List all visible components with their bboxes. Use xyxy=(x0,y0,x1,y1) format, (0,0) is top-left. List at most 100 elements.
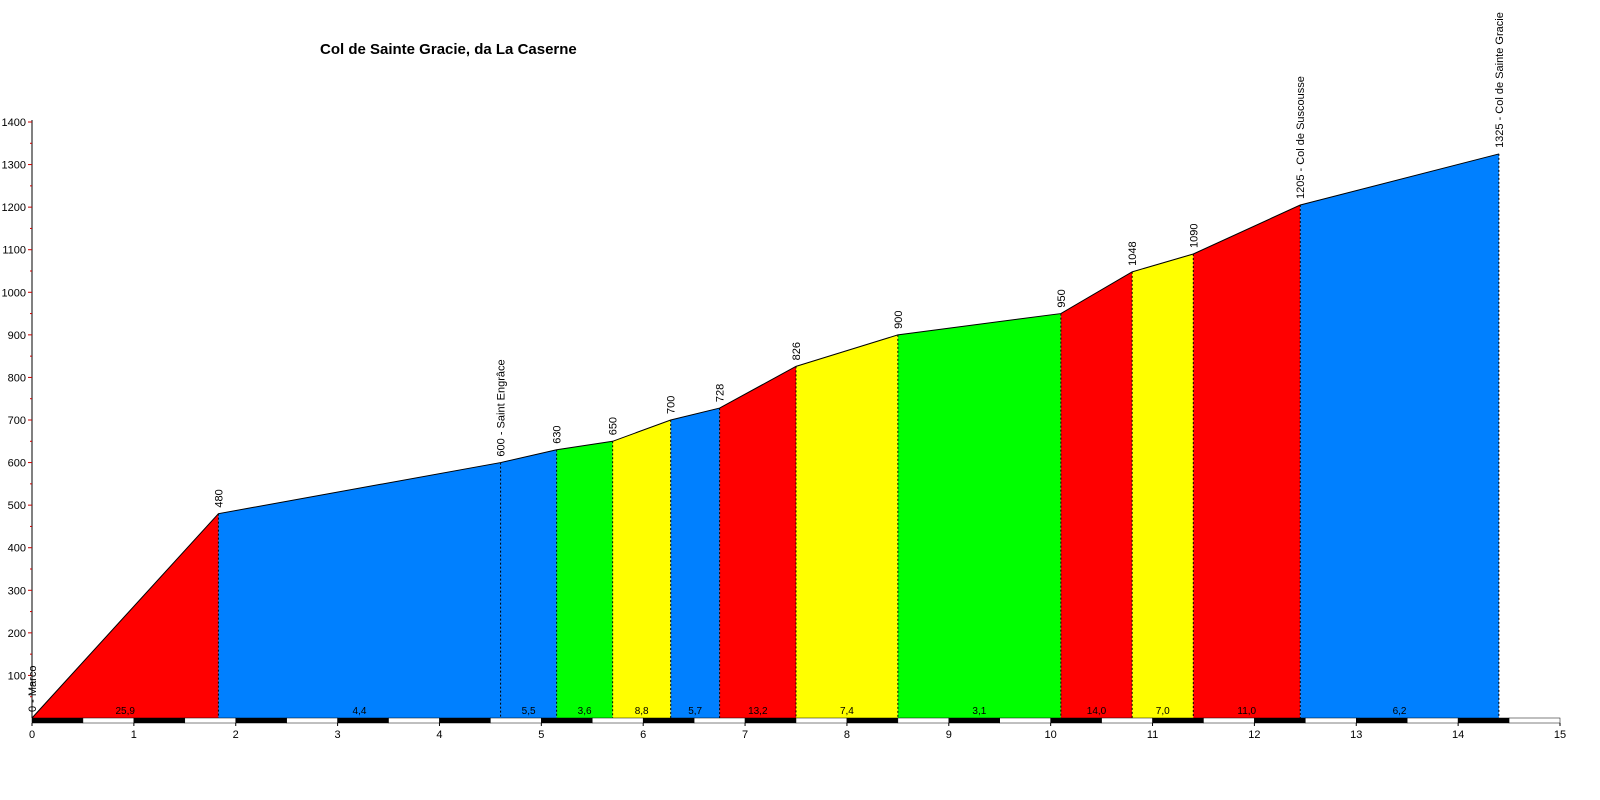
x-tick-label: 5 xyxy=(538,729,544,741)
x-scale-bar-segment xyxy=(1254,717,1306,724)
x-scale-bar-segment xyxy=(795,717,848,724)
x-axis: 0 1 2 3 4 5 6 7 8 9 10 11 12 13 14 15 xyxy=(29,717,1566,741)
segment-grade-label: 8,8 xyxy=(635,706,649,717)
x-scale-bar-segment xyxy=(286,717,338,724)
x-tick-label: 0 xyxy=(29,729,35,741)
profile-segment-9 xyxy=(897,313,1061,718)
x-tick-label: 2 xyxy=(233,729,239,741)
segment-grade-labels: 25,9 4,4 5,5 3,6 8,8 5,7 13,2 7,4 3,1 14,0 7,0 11,0… xyxy=(115,706,1406,717)
segment-grade-label: 11,0 xyxy=(1237,706,1256,717)
x-scale-bar-segment xyxy=(133,717,186,724)
x-scale-bar-segment xyxy=(1050,717,1102,724)
x-scale-bar-segment xyxy=(31,717,84,724)
profile-segment-3 xyxy=(500,449,557,718)
profile-segment-11 xyxy=(1132,253,1194,718)
profile-segment-12 xyxy=(1193,205,1301,718)
point-label: 650 xyxy=(608,417,620,435)
chart-title: Col de Sainte Gracie, da La Caserne xyxy=(320,41,577,58)
y-tick-label: 1000 xyxy=(2,287,26,299)
x-scale-bar-segment xyxy=(999,717,1051,724)
profile-segment-6 xyxy=(670,408,720,718)
point-label: 950 xyxy=(1056,289,1068,307)
profile-outline-layer xyxy=(31,153,1500,719)
x-tick-label: 13 xyxy=(1350,729,1362,741)
point-label: 826 xyxy=(791,342,803,360)
point-label: 900 xyxy=(893,310,905,328)
segment-grade-label: 4,4 xyxy=(353,706,367,717)
x-scale-bar-segment xyxy=(439,717,491,724)
x-scale-bar-segment xyxy=(693,717,746,724)
y-tick-label: 1300 xyxy=(2,160,26,172)
y-tick-label: 500 xyxy=(8,500,26,512)
profile-segment-4 xyxy=(556,441,613,718)
segment-grade-label: 13,2 xyxy=(748,706,768,717)
y-tick-label: 1200 xyxy=(2,202,26,214)
x-scale-bar-segment xyxy=(592,717,644,724)
x-scale-bar-segment xyxy=(1101,717,1153,724)
point-label: 1205 - Col de Suscousse xyxy=(1295,76,1307,199)
x-tick-label: 3 xyxy=(335,729,341,741)
x-tick-label: 14 xyxy=(1452,729,1464,741)
segment-grade-label: 7,4 xyxy=(840,706,854,717)
y-tick-label: 700 xyxy=(8,415,26,427)
y-tick-label: 600 xyxy=(8,458,26,470)
x-tick-label: 11 xyxy=(1147,729,1158,741)
y-tick-label: 400 xyxy=(8,543,26,555)
x-tick-label: 12 xyxy=(1248,729,1260,741)
y-axis: 100 200 300 400 500 600 700 800 900 1000 1100 1200 1… xyxy=(2,117,33,718)
point-label: 0 - Marco xyxy=(27,666,39,712)
x-tick-label: 15 xyxy=(1554,729,1566,741)
x-scale-bar-segment xyxy=(184,717,236,724)
profile-segment-13 xyxy=(1300,153,1499,718)
point-label: 480 xyxy=(213,489,225,507)
x-scale-bar-segment xyxy=(642,717,695,724)
x-scale-bar-segment xyxy=(1406,717,1459,724)
profile-segment-8 xyxy=(796,334,898,718)
y-tick-label: 100 xyxy=(8,670,26,682)
segment-grade-label: 25,9 xyxy=(115,706,135,717)
x-tick-label: 8 xyxy=(844,729,850,741)
point-label: 1325 - Col de Sainte Gracie xyxy=(1494,12,1506,148)
y-tick-label: 300 xyxy=(8,585,26,597)
x-scale-bar-segment xyxy=(744,717,797,724)
x-tick-label: 6 xyxy=(640,729,646,741)
x-scale-bar-segment xyxy=(846,717,899,724)
x-scale-bar-segment xyxy=(490,717,542,724)
segment-grade-label: 3,1 xyxy=(972,706,986,717)
x-scale-bar-segment xyxy=(1457,717,1510,724)
profile-outline xyxy=(31,153,1500,719)
point-label: 600 - Saint Engrâce xyxy=(496,359,508,456)
x-scale-bar-segment xyxy=(897,717,950,724)
segment-grade-label: 6,2 xyxy=(1393,706,1407,717)
point-label: 700 xyxy=(666,396,678,414)
x-tick-label: 4 xyxy=(436,729,442,741)
segment-grade-label: 7,0 xyxy=(1156,706,1170,717)
y-tick-label: 1100 xyxy=(2,245,26,257)
y-tick-label: 900 xyxy=(8,330,26,342)
segment-grade-label: 3,6 xyxy=(578,706,592,717)
point-label: 728 xyxy=(715,384,727,402)
segment-grade-label: 5,7 xyxy=(688,706,702,717)
x-scale-bar-segment xyxy=(1203,717,1255,724)
x-tick-label: 7 xyxy=(742,729,748,741)
x-tick-label: 9 xyxy=(946,729,952,741)
y-tick-label: 1400 xyxy=(2,117,26,129)
x-scale-bar-segment xyxy=(541,717,593,724)
profile-segment-2 xyxy=(218,462,501,718)
profile-segment-7 xyxy=(719,366,796,718)
x-scale-bar-segment xyxy=(1305,717,1357,724)
point-altitude-labels: 0 - Marco 480 600 - Saint Engrâce 630 650 700… xyxy=(27,12,1506,712)
profile-segments xyxy=(32,153,1499,718)
x-tick-label: 1 xyxy=(131,729,137,741)
point-label: 630 xyxy=(552,425,564,443)
x-scale-bar-segment xyxy=(82,717,135,724)
y-tick-label: 200 xyxy=(8,628,26,640)
profile-segment-10 xyxy=(1060,271,1133,718)
x-tick-label: 10 xyxy=(1045,729,1057,741)
x-scale-bar-segment xyxy=(337,717,389,724)
x-scale-bar-segment xyxy=(1152,717,1204,724)
segment-grade-label: 5,5 xyxy=(522,706,536,717)
x-scale-bar-segment xyxy=(1356,717,1408,724)
x-scale-bar-segment xyxy=(235,717,287,724)
